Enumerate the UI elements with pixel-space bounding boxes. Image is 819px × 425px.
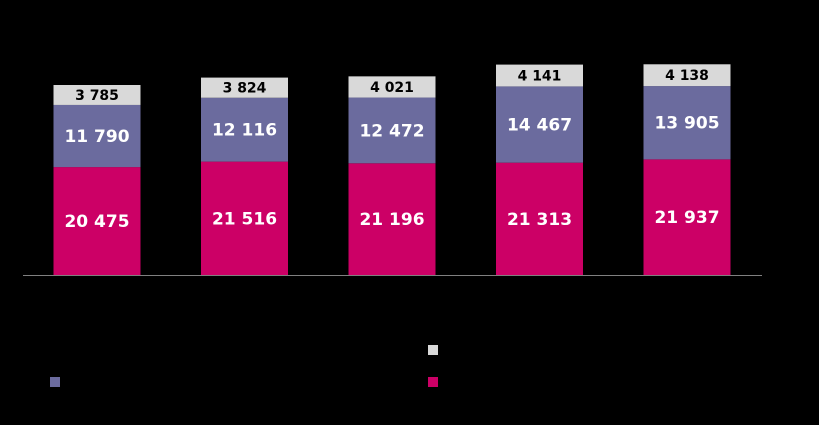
bar-segment <box>496 86 583 163</box>
value-label: 4 138 <box>665 68 709 84</box>
bar-segment <box>643 159 731 275</box>
value-label: 21 516 <box>212 209 277 229</box>
value-label: 21 937 <box>654 208 719 228</box>
bar-segment <box>348 163 436 275</box>
bar-segment <box>53 85 141 105</box>
value-label: 21 313 <box>507 210 572 230</box>
bar-segment <box>201 97 288 162</box>
bar-segment <box>348 76 436 98</box>
value-label: 14 467 <box>507 116 572 136</box>
value-label: 12 472 <box>359 121 424 141</box>
bar-segment <box>496 162 583 275</box>
bar-segment <box>201 161 288 275</box>
value-label: 20 475 <box>64 212 129 232</box>
value-label: 12 116 <box>212 121 277 141</box>
value-label: 13 905 <box>654 114 719 134</box>
legend-marker <box>428 377 438 387</box>
value-label: 3 785 <box>75 88 119 104</box>
legend-marker <box>428 345 438 355</box>
bar-segment <box>643 64 731 87</box>
bar-segment <box>53 167 141 275</box>
legend-marker <box>50 377 60 387</box>
bar-segment <box>643 86 731 160</box>
value-label: 4 141 <box>518 69 562 85</box>
value-label: 4 021 <box>370 80 414 96</box>
value-label: 3 824 <box>223 81 267 97</box>
bar-segment <box>496 64 583 87</box>
bar-segment <box>53 104 141 168</box>
value-label: 21 196 <box>359 210 424 230</box>
value-label: 11 790 <box>64 127 129 147</box>
bar-segment <box>201 77 288 98</box>
bar-segment <box>348 97 436 164</box>
